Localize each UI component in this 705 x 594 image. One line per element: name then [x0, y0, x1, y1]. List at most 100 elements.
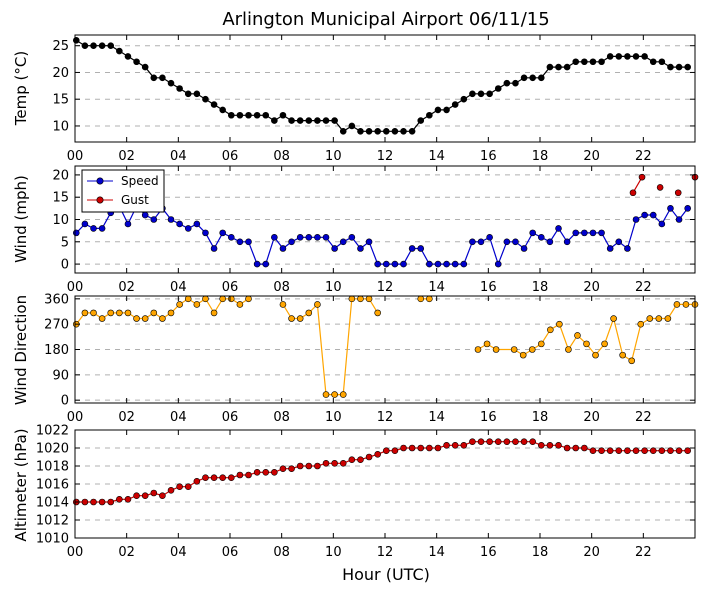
legend-gust-marker: [96, 196, 104, 204]
ytick-label-temp-2: 20: [52, 66, 69, 81]
xtick-label-temp-8: 16: [480, 149, 497, 164]
point-temp-temperature-43: [443, 106, 450, 114]
ytick-label-wind-3: 15: [52, 191, 69, 206]
xtick-label-temp-11: 22: [635, 149, 652, 164]
point-dir-direction-30: [331, 391, 338, 398]
point-wind-speed-62: [606, 245, 614, 252]
point-wind-speed-50: [503, 238, 511, 246]
xtick-label-alt-2: 04: [170, 545, 187, 560]
point-dir-direction-91: [637, 320, 645, 328]
point-wind-speed-47: [477, 238, 485, 246]
point-wind-speed-54: [537, 234, 545, 241]
point-dir-direction-8: [141, 315, 149, 322]
xtick-label-wind-3: 06: [222, 280, 239, 295]
point-dir-direction-92: [646, 315, 654, 322]
point-alt-altimeter-45: [460, 441, 468, 449]
xtick-label-alt-3: 06: [222, 545, 239, 560]
ytick-label-alt-2: 1014: [36, 496, 69, 511]
point-alt-altimeter-61: [598, 447, 605, 455]
point-temp-temperature-0: [72, 37, 80, 44]
point-wind-speed-71: [684, 205, 691, 212]
point-wind-speed-61: [598, 229, 605, 237]
point-wind-speed-6: [124, 220, 132, 228]
point-temp-temperature-18: [227, 111, 235, 119]
point-alt-altimeter-55: [546, 441, 554, 449]
point-alt-altimeter-33: [357, 456, 364, 464]
xtick-label-wind-0: 00: [67, 280, 84, 295]
point-temp-temperature-38: [400, 128, 407, 135]
xtick-label-dir-4: 08: [273, 410, 290, 425]
series-line-temp-temperature-0: [75, 39, 688, 133]
point-temp-temperature-14: [193, 90, 201, 98]
point-temp-temperature-39: [408, 128, 416, 135]
series-line-dir-direction-3: [477, 303, 695, 362]
point-temp-temperature-29: [322, 117, 330, 124]
xtick-label-dir-9: 18: [532, 410, 549, 425]
point-wind-speed-17: [219, 229, 226, 237]
point-wind-speed-31: [339, 238, 347, 246]
xtick-label-dir-6: 12: [377, 410, 394, 425]
point-dir-direction-9: [150, 309, 158, 317]
point-wind-speed-24: [279, 245, 287, 252]
ytick-label-wind-2: 10: [52, 213, 69, 228]
series-line-dir-direction-1: [282, 298, 379, 396]
point-wind-speed-23: [271, 234, 278, 241]
wind-legend: Speed Gust: [81, 169, 165, 213]
legend-gust-label: Gust: [121, 193, 149, 207]
point-temp-temperature-44: [451, 101, 459, 108]
point-dir-direction-35: [374, 309, 381, 317]
point-alt-altimeter-20: [245, 471, 252, 479]
point-dir-direction-85: [583, 340, 590, 348]
point-alt-altimeter-35: [374, 450, 381, 458]
point-dir-direction-29: [322, 391, 330, 398]
point-temp-temperature-15: [202, 95, 209, 103]
point-wind-speed-36: [382, 260, 390, 268]
panel-temp: 10 15 20 25 00 02 04 06 08 10 12 14 16 18 20 22 Temp (…: [12, 34, 696, 164]
point-alt-altimeter-39: [408, 444, 416, 452]
point-temp-temperature-13: [184, 90, 192, 98]
point-wind-speed-9: [150, 216, 158, 223]
ylabel-temp: Temp (°C): [12, 51, 30, 126]
point-temp-temperature-42: [434, 106, 442, 114]
point-dir-direction-89: [619, 351, 626, 359]
point-alt-altimeter-48: [486, 438, 493, 446]
ytick-label-alt-0: 1010: [36, 532, 69, 547]
point-temp-temperature-9: [150, 74, 158, 82]
point-alt-altimeter-50: [503, 438, 511, 446]
ytick-label-alt-4: 1018: [36, 460, 69, 475]
legend-speed-label: Speed: [121, 174, 159, 188]
xtick-label-temp-5: 10: [325, 149, 342, 164]
point-temp-temperature-48: [486, 90, 493, 98]
xtick-label-wind-10: 20: [583, 280, 600, 295]
panel-wind: 0 5 10 15 20 00 02 04 06 08 10 12 14 16 18 20 22 Wind (…: [12, 165, 699, 295]
point-alt-altimeter-16: [210, 474, 218, 482]
point-wind-speed-1: [81, 220, 89, 228]
ytick-label-temp-0: 10: [52, 119, 69, 134]
xtick-label-alt-8: 16: [480, 545, 497, 560]
point-dir-direction-95: [673, 301, 681, 308]
point-temp-temperature-66: [641, 53, 648, 60]
point-temp-temperature-26: [296, 117, 304, 124]
point-temp-temperature-17: [219, 106, 226, 114]
point-alt-altimeter-18: [227, 474, 235, 482]
point-wind-speed-49: [494, 260, 502, 268]
point-dir-direction-82: [556, 320, 563, 328]
point-wind-speed-37: [391, 260, 399, 268]
point-wind-speed-58: [572, 229, 580, 237]
point-dir-direction-31: [339, 391, 347, 398]
point-temp-temperature-3: [98, 42, 106, 50]
ytick-label-alt-3: 1016: [36, 478, 69, 493]
point-alt-altimeter-52: [520, 438, 528, 446]
point-alt-altimeter-5: [116, 495, 123, 503]
point-alt-altimeter-66: [641, 447, 648, 455]
point-dir-direction-87: [601, 340, 608, 348]
point-temp-temperature-59: [581, 58, 588, 66]
point-alt-altimeter-7: [133, 492, 140, 500]
point-temp-temperature-10: [159, 74, 166, 82]
xtick-label-alt-10: 20: [583, 545, 600, 560]
point-dir-direction-86: [592, 351, 599, 359]
point-wind-speed-64: [624, 245, 631, 252]
point-temp-temperature-31: [339, 128, 347, 135]
point-temp-temperature-1: [81, 42, 89, 50]
